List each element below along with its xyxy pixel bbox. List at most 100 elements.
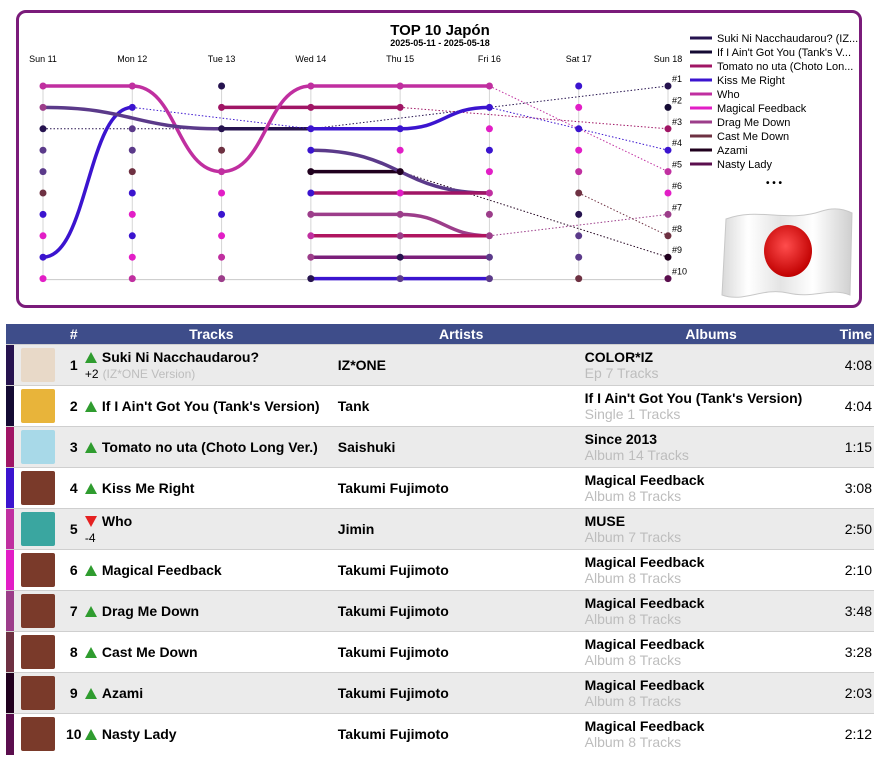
trend-up-icon xyxy=(84,646,97,658)
artist-name[interactable]: Takumi Fujimoto xyxy=(337,685,449,701)
track-time: 2:12 xyxy=(844,726,872,743)
track-time: 3:08 xyxy=(844,480,872,496)
artist-cell[interactable]: Takumi Fujimoto xyxy=(338,468,585,509)
track-time: 1:15 xyxy=(844,439,872,455)
table-row[interactable]: 2 If I Ain't Got You (Tank's Version) Ta… xyxy=(6,385,874,427)
track-title[interactable]: Kiss Me Right xyxy=(101,480,195,496)
artist-name[interactable]: IZ*ONE xyxy=(337,357,387,373)
table-row[interactable]: 10 Nasty Lady Takumi Fujimoto Magical Fe… xyxy=(6,713,874,755)
track-title[interactable]: Tomato no uta (Choto Long Ver.) xyxy=(101,439,318,455)
album-name[interactable]: COLOR*IZ xyxy=(584,349,654,365)
data-point xyxy=(664,232,672,240)
album-cell[interactable]: Magical Feedback Album 8 Tracks xyxy=(585,591,838,632)
album-name[interactable]: MUSE xyxy=(584,513,626,529)
series-line xyxy=(219,84,313,174)
data-point xyxy=(39,168,47,176)
album-name[interactable]: Magical Feedback xyxy=(584,472,705,488)
album-info: Album 8 Tracks xyxy=(584,488,682,504)
rank-cell: 4 xyxy=(63,468,85,509)
rank-cell: 5 xyxy=(63,509,85,550)
table-row[interactable]: 6 Magical Feedback Takumi Fujimoto Magic… xyxy=(6,549,874,591)
track-title[interactable]: Nasty Lady xyxy=(101,726,177,743)
album-cell[interactable]: If I Ain't Got You (Tank's Version) Sing… xyxy=(585,386,838,427)
data-point xyxy=(485,82,493,90)
track-time: 3:48 xyxy=(844,603,872,619)
data-point xyxy=(396,103,404,111)
artist-cell[interactable]: Tank xyxy=(338,386,585,427)
artist-name[interactable]: Takumi Fujimoto xyxy=(337,480,449,496)
row-color-bar xyxy=(6,631,15,673)
time-cell: 2:12 xyxy=(838,714,874,755)
artist-cell[interactable]: Takumi Fujimoto xyxy=(338,591,585,632)
legend-ellipsis: • • • xyxy=(766,178,783,189)
album-name[interactable]: Magical Feedback xyxy=(584,636,705,652)
track-title[interactable]: Who xyxy=(101,513,133,529)
table-row[interactable]: 8 Cast Me Down Takumi Fujimoto Magical F… xyxy=(6,631,874,673)
album-cell[interactable]: Magical Feedback Album 8 Tracks xyxy=(585,468,838,509)
track-cell: Suki Ni Nacchaudarou? +2 (IZ*ONE Version) xyxy=(84,345,338,386)
album-cell[interactable]: Magical Feedback Album 8 Tracks xyxy=(585,714,838,755)
data-point xyxy=(307,210,315,218)
track-title[interactable]: Magical Feedback xyxy=(101,562,222,578)
album-name[interactable]: Magical Feedback xyxy=(584,554,705,570)
artist-name[interactable]: Takumi Fujimoto xyxy=(337,603,449,619)
album-info: Album 8 Tracks xyxy=(584,652,682,668)
track-title[interactable]: Cast Me Down xyxy=(101,644,198,660)
time-cell: 2:03 xyxy=(838,673,874,714)
album-cell[interactable]: Since 2013 Album 14 Tracks xyxy=(585,427,838,468)
table-row[interactable]: 1 Suki Ni Nacchaudarou? +2 (IZ*ONE Versio… xyxy=(6,344,874,386)
album-cell[interactable]: COLOR*IZ Ep 7 Tracks xyxy=(585,345,838,386)
album-cell[interactable]: Magical Feedback Album 8 Tracks xyxy=(585,632,838,673)
artist-cell[interactable]: Takumi Fujimoto xyxy=(338,673,585,714)
artist-cell[interactable]: Jimin xyxy=(338,509,585,550)
album-name[interactable]: Since 2013 xyxy=(584,431,658,447)
data-point xyxy=(307,253,315,261)
album-cell[interactable]: Magical Feedback Album 8 Tracks xyxy=(585,550,838,591)
artist-cell[interactable]: IZ*ONE xyxy=(338,345,585,386)
artist-name[interactable]: Takumi Fujimoto xyxy=(337,726,449,743)
table-row[interactable]: 7 Drag Me Down Takumi Fujimoto Magical F… xyxy=(6,590,874,632)
header-tracks: Tracks xyxy=(84,324,338,345)
table-row[interactable]: 4 Kiss Me Right Takumi Fujimoto Magical … xyxy=(6,467,874,509)
artist-name[interactable]: Saishuki xyxy=(337,439,396,455)
album-name[interactable]: Magical Feedback xyxy=(584,595,705,611)
rank-cell: 3 xyxy=(63,427,85,468)
rank-change: +2 xyxy=(84,367,99,381)
data-point xyxy=(39,253,47,261)
track-cell: Tomato no uta (Choto Long Ver.) xyxy=(84,427,338,468)
data-point xyxy=(664,125,672,133)
trend-up-icon xyxy=(84,728,97,740)
album-name[interactable]: If I Ain't Got You (Tank's Version) xyxy=(584,390,803,406)
table-row[interactable]: 5 Who -4 Jimin MUSE Album 7 Tracks 2:50 xyxy=(6,508,874,550)
data-point xyxy=(218,232,226,240)
track-title[interactable]: Azami xyxy=(101,685,144,701)
album-name[interactable]: Magical Feedback xyxy=(584,677,705,693)
table-row[interactable]: 9 Azami Takumi Fujimoto Magical Feedback… xyxy=(6,672,874,714)
artist-name[interactable]: Takumi Fujimoto xyxy=(337,644,449,660)
x-tick-label: Fri 16 xyxy=(478,54,501,64)
x-tick-label: Wed 14 xyxy=(295,54,326,64)
artist-cell[interactable]: Takumi Fujimoto xyxy=(338,632,585,673)
artist-name[interactable]: Takumi Fujimoto xyxy=(337,562,449,578)
artist-cell[interactable]: Takumi Fujimoto xyxy=(338,550,585,591)
header-rank: # xyxy=(62,324,85,345)
time-cell: 4:04 xyxy=(838,386,874,427)
rank-label: #7 xyxy=(672,202,682,212)
album-cell[interactable]: MUSE Album 7 Tracks xyxy=(585,509,838,550)
album-cell[interactable]: Magical Feedback Album 8 Tracks xyxy=(585,673,838,714)
album-name[interactable]: Magical Feedback xyxy=(584,718,705,735)
data-point xyxy=(218,103,226,111)
track-title[interactable]: If I Ain't Got You (Tank's Version) xyxy=(101,398,320,414)
album-cover xyxy=(14,632,63,673)
table-row[interactable]: 3 Tomato no uta (Choto Long Ver.) Saishu… xyxy=(6,426,874,468)
track-title[interactable]: Drag Me Down xyxy=(101,603,200,619)
artist-name[interactable]: Jimin xyxy=(337,521,375,537)
track-title[interactable]: Suki Ni Nacchaudarou? xyxy=(101,349,260,365)
data-point xyxy=(218,146,226,154)
data-point xyxy=(218,125,226,133)
artist-name[interactable]: Tank xyxy=(337,398,370,414)
data-point xyxy=(396,232,404,240)
artist-cell[interactable]: Takumi Fujimoto xyxy=(338,714,585,755)
artist-cell[interactable]: Saishuki xyxy=(338,427,585,468)
rank-label: #5 xyxy=(672,160,682,170)
